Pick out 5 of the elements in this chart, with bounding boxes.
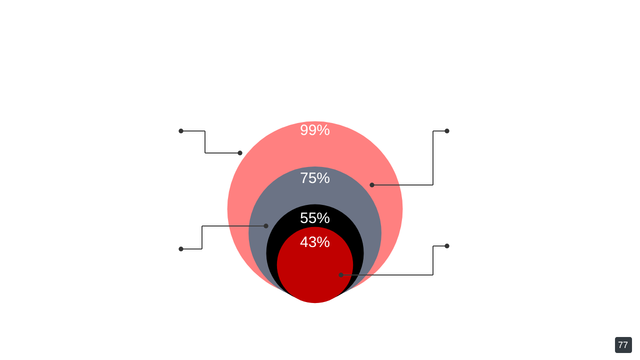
data-label: 55% [300, 210, 330, 227]
data-label: 99% [300, 122, 330, 139]
text: 77 [618, 340, 628, 350]
data-label: 43% [300, 234, 330, 251]
data-label: 75% [300, 170, 330, 187]
